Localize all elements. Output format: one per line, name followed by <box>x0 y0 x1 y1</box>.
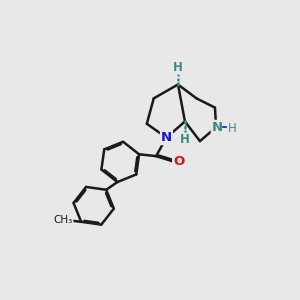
Text: H: H <box>180 134 190 146</box>
Text: CH₃: CH₃ <box>53 214 72 225</box>
Text: O: O <box>173 155 184 168</box>
Text: N: N <box>161 131 172 144</box>
Text: H: H <box>173 61 183 74</box>
Text: H: H <box>228 122 237 135</box>
Text: N: N <box>212 121 223 134</box>
